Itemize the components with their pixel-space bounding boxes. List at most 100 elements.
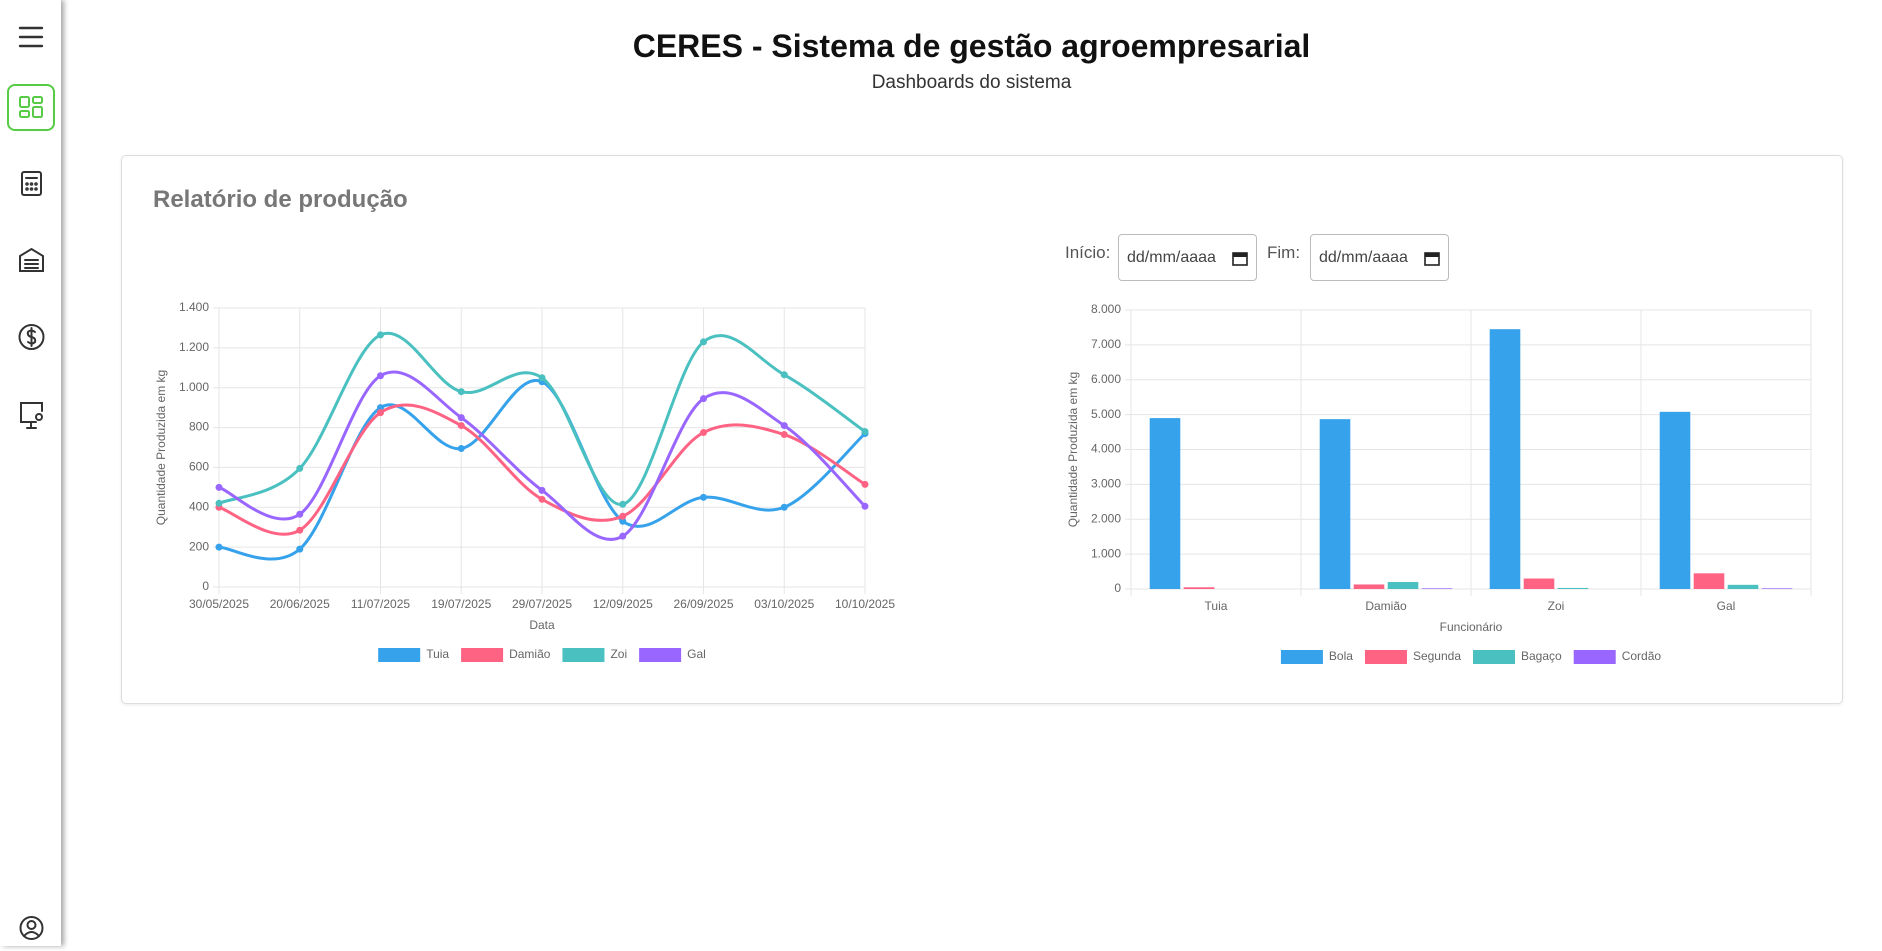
x-tick-label: 12/09/2025 xyxy=(593,597,653,611)
data-point xyxy=(215,499,223,507)
sidebar-icons xyxy=(7,26,55,940)
data-point xyxy=(700,338,707,346)
end-date-input[interactable]: dd/mm/aaaa xyxy=(1310,234,1449,281)
data-point xyxy=(215,483,223,491)
legend-swatch xyxy=(1573,650,1616,664)
profile-icon[interactable] xyxy=(19,916,44,940)
x-tick-label: Gal xyxy=(1717,599,1736,613)
start-date-input[interactable]: dd/mm/aaaa xyxy=(1118,234,1257,281)
y-tick-label: 8.000 xyxy=(1091,302,1121,316)
y-tick-label: 6.000 xyxy=(1091,372,1121,386)
x-tick-label: Tuia xyxy=(1205,599,1228,613)
legend-swatch xyxy=(1280,650,1323,664)
dashboard-active[interactable] xyxy=(7,84,55,131)
y-axis-title: Quantidade Produzida em kg xyxy=(1066,372,1080,527)
bar xyxy=(1693,573,1725,589)
page-subtitle: Dashboards do sistema xyxy=(871,72,1072,93)
calendar-icon xyxy=(1232,252,1248,266)
y-tick-label: 3.000 xyxy=(1091,477,1121,491)
data-point xyxy=(457,422,465,430)
data-point xyxy=(377,404,384,412)
legend-label: Gal xyxy=(687,647,706,661)
x-tick-label: 26/09/2025 xyxy=(673,597,733,611)
bar xyxy=(1489,329,1521,589)
y-tick-label: 0 xyxy=(202,579,209,593)
legend-label: Tuia xyxy=(426,647,449,661)
bar xyxy=(1149,418,1181,589)
data-point xyxy=(700,395,707,403)
report-card xyxy=(121,155,1843,704)
data-point xyxy=(780,371,788,379)
data-point xyxy=(296,464,304,472)
data-point xyxy=(377,331,384,339)
calendar-icon xyxy=(1424,252,1440,266)
x-tick-label: Zoi xyxy=(1548,599,1565,613)
data-point xyxy=(780,503,788,511)
x-axis-title: Data xyxy=(529,618,555,632)
menu-icon[interactable] xyxy=(18,26,44,48)
data-point xyxy=(619,512,627,520)
legend-label: Zoi xyxy=(610,647,627,661)
data-point xyxy=(538,374,546,382)
end-label: Fim: xyxy=(1267,243,1301,262)
warehouse-icon[interactable] xyxy=(19,247,44,272)
y-axis-title: Quantidade Produzida em kg xyxy=(154,370,168,525)
finance-icon[interactable] xyxy=(18,324,45,350)
data-point xyxy=(457,388,465,396)
data-point xyxy=(619,532,627,540)
data-point xyxy=(619,517,627,525)
y-tick-label: 4.000 xyxy=(1091,442,1121,456)
y-tick-label: 200 xyxy=(189,539,209,553)
legend-swatch xyxy=(562,648,605,662)
start-label: Início: xyxy=(1065,243,1111,262)
bar xyxy=(1557,587,1589,589)
legend-label: Cordão xyxy=(1622,649,1662,663)
x-tick-label: 03/10/2025 xyxy=(754,597,814,611)
x-tick-label: Damião xyxy=(1365,599,1407,613)
y-tick-label: 800 xyxy=(189,420,209,434)
y-tick-label: 5.000 xyxy=(1091,407,1121,421)
bar xyxy=(1183,587,1215,589)
y-tick-label: 600 xyxy=(189,460,209,474)
x-tick-label: 30/05/2025 xyxy=(189,597,249,611)
end-placeholder: dd/mm/aaaa xyxy=(1319,249,1408,266)
legend-swatch xyxy=(639,648,682,662)
bar xyxy=(1421,588,1453,589)
data-point xyxy=(861,428,869,436)
bar xyxy=(1387,582,1419,589)
legend-swatch xyxy=(461,648,504,662)
x-tick-label: 19/07/2025 xyxy=(431,597,491,611)
data-point xyxy=(861,480,869,488)
start-placeholder: dd/mm/aaaa xyxy=(1127,249,1216,266)
bar xyxy=(1761,588,1793,589)
y-tick-label: 1.000 xyxy=(1091,546,1121,560)
legend-label: Bagaço xyxy=(1521,649,1562,663)
bar xyxy=(1523,578,1555,589)
data-point xyxy=(538,486,546,494)
settings-icon[interactable] xyxy=(20,402,43,429)
x-tick-label: 11/07/2025 xyxy=(351,597,410,611)
data-point xyxy=(377,372,384,380)
data-point xyxy=(861,502,869,510)
data-point xyxy=(780,422,788,430)
legend-label: Damião xyxy=(509,647,551,661)
bar xyxy=(1727,584,1759,589)
data-point xyxy=(619,500,627,508)
bar xyxy=(1353,584,1385,589)
data-point xyxy=(780,431,788,439)
y-tick-label: 1.400 xyxy=(179,300,209,314)
line-series xyxy=(218,331,866,506)
card-title: Relatório de produção xyxy=(153,186,408,213)
data-point xyxy=(700,493,707,501)
x-axis-title: Funcionário xyxy=(1440,620,1503,634)
y-tick-label: 1.000 xyxy=(179,380,209,394)
data-point xyxy=(377,409,384,417)
data-point xyxy=(296,545,304,553)
calculator-icon[interactable] xyxy=(21,171,42,196)
x-tick-label: 20/06/2025 xyxy=(270,597,330,611)
bar xyxy=(1659,411,1691,589)
data-point xyxy=(296,510,304,518)
y-tick-label: 400 xyxy=(189,499,209,513)
